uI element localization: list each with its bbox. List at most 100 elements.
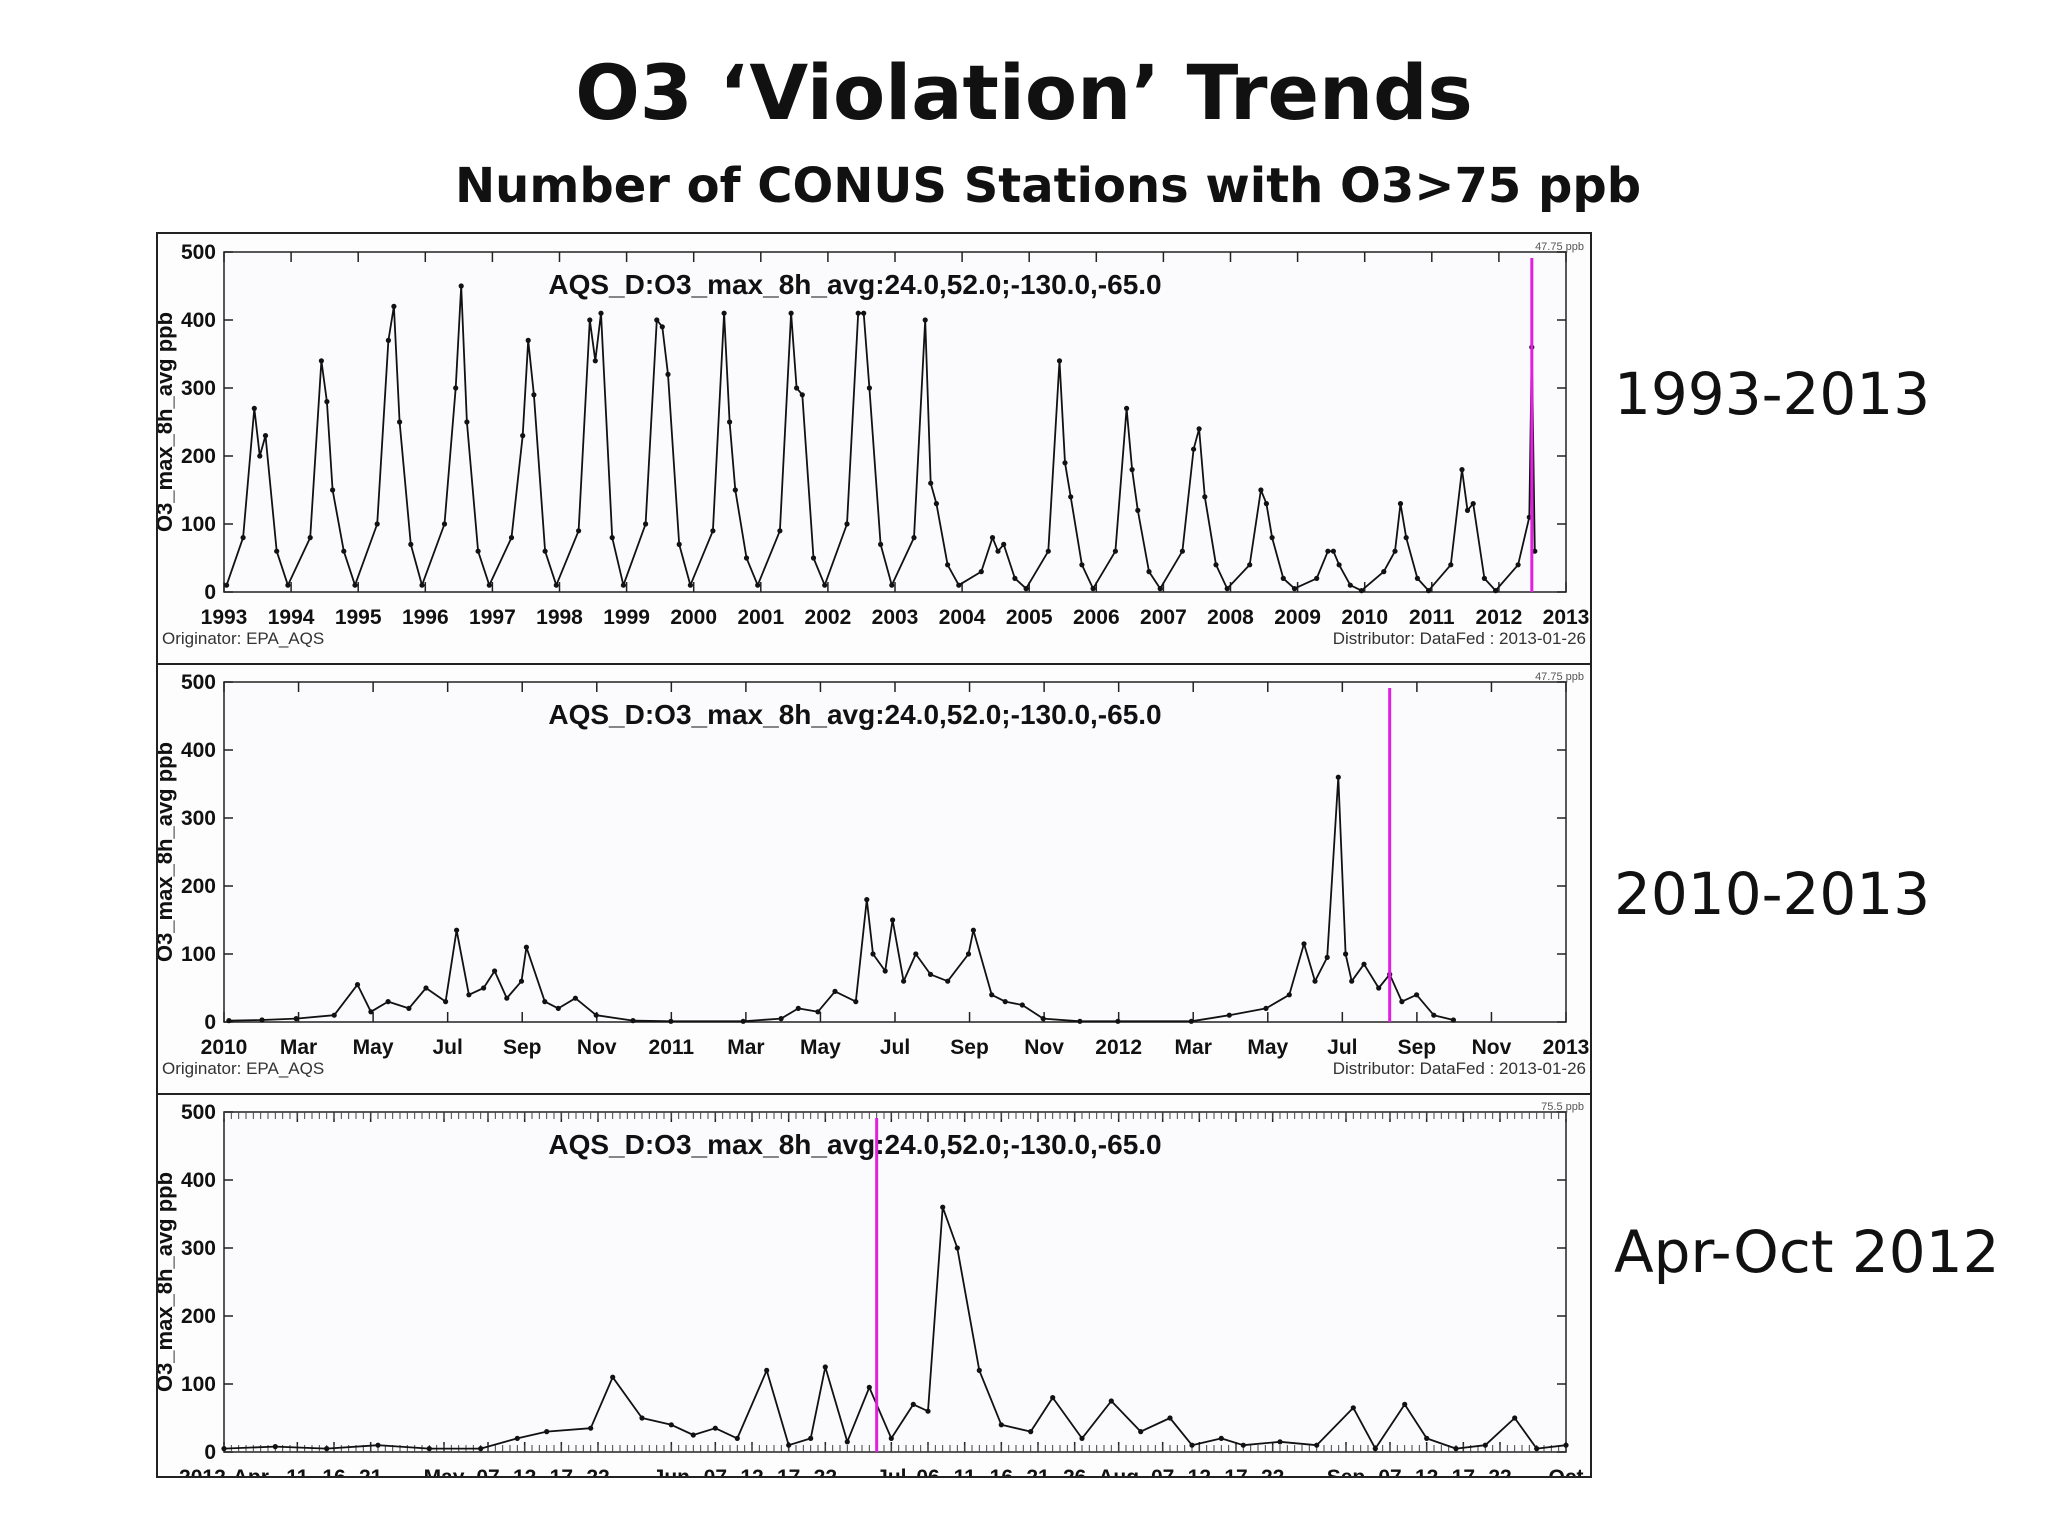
chart-title: AQS_D:O3_max_8h_avg:24.0,52.0;-130.0,-65… bbox=[548, 699, 1161, 730]
data-point bbox=[878, 541, 884, 547]
x-tick-label: Nov bbox=[1024, 1036, 1064, 1059]
data-point bbox=[1399, 999, 1405, 1005]
data-point bbox=[426, 1446, 432, 1452]
data-point bbox=[989, 992, 995, 998]
data-point bbox=[743, 555, 750, 561]
data-point bbox=[855, 310, 861, 316]
data-point bbox=[226, 1018, 232, 1024]
distributor-label: Distributor: DataFed : 2013-01-26 bbox=[1333, 629, 1586, 648]
x-tick-label: 22 bbox=[1488, 1466, 1511, 1476]
data-point bbox=[866, 385, 873, 391]
data-point bbox=[1335, 774, 1341, 780]
data-point bbox=[922, 317, 928, 323]
data-point bbox=[1481, 575, 1487, 581]
data-point bbox=[1286, 992, 1292, 998]
data-point bbox=[1414, 575, 1420, 581]
data-point bbox=[978, 569, 984, 575]
x-tick-label: 2013 bbox=[1543, 606, 1590, 629]
data-point bbox=[786, 1442, 792, 1448]
data-point bbox=[1280, 575, 1286, 581]
x-tick-label: 1999 bbox=[603, 606, 650, 629]
series-line bbox=[223, 1206, 1567, 1450]
x-tick-label: Jul bbox=[876, 1466, 906, 1476]
corner-label: 75.5 ppb bbox=[1541, 1101, 1584, 1113]
data-point bbox=[1138, 1429, 1144, 1435]
x-tick-label: 11 bbox=[286, 1466, 309, 1476]
data-point bbox=[1167, 1415, 1173, 1421]
data-point bbox=[1347, 582, 1353, 588]
data-point bbox=[815, 1009, 821, 1015]
data-point bbox=[1277, 1439, 1283, 1445]
data-point bbox=[659, 324, 665, 330]
data-point bbox=[354, 982, 361, 988]
data-point bbox=[593, 1012, 599, 1018]
data-point bbox=[1493, 588, 1499, 594]
corner-label: 47.75 ppb bbox=[1535, 671, 1584, 683]
y-tick-label: 400 bbox=[181, 309, 216, 332]
series-line bbox=[228, 776, 1454, 1023]
y-tick-label: 500 bbox=[181, 241, 216, 264]
y-tick-label: 500 bbox=[181, 1101, 216, 1124]
data-point bbox=[1068, 494, 1074, 500]
data-point bbox=[1079, 1435, 1085, 1441]
data-point bbox=[1224, 586, 1230, 592]
x-tick-label: 2002 bbox=[805, 606, 852, 629]
y-tick-label: 500 bbox=[181, 671, 216, 694]
data-point bbox=[795, 1005, 801, 1012]
data-point bbox=[910, 1401, 916, 1407]
data-point bbox=[486, 582, 492, 588]
data-point bbox=[523, 944, 529, 950]
data-point bbox=[732, 487, 738, 493]
data-point bbox=[764, 1367, 770, 1373]
data-point bbox=[542, 999, 548, 1005]
data-point bbox=[458, 283, 464, 289]
data-point bbox=[324, 1446, 330, 1452]
x-tick-label: Mar bbox=[1175, 1036, 1212, 1059]
data-point bbox=[385, 337, 391, 343]
data-point bbox=[901, 978, 907, 984]
data-point bbox=[1376, 985, 1382, 991]
data-point bbox=[925, 1408, 931, 1414]
y-axis-label: O3_max_8h_avg ppb bbox=[158, 1172, 177, 1392]
data-point bbox=[1001, 541, 1007, 547]
data-point bbox=[1450, 1017, 1456, 1023]
data-point bbox=[1343, 951, 1349, 957]
y-tick-label: 0 bbox=[204, 1011, 216, 1034]
data-point bbox=[687, 582, 694, 588]
data-point bbox=[853, 999, 859, 1005]
x-tick-label: 17 bbox=[550, 1466, 573, 1476]
data-point bbox=[1028, 1429, 1034, 1435]
data-point bbox=[1019, 1002, 1025, 1008]
data-point bbox=[1218, 1435, 1224, 1441]
data-point bbox=[889, 582, 895, 588]
x-tick-label: Sep bbox=[1398, 1036, 1437, 1059]
data-point bbox=[352, 582, 358, 588]
data-point bbox=[970, 927, 977, 933]
data-point bbox=[1403, 535, 1409, 541]
x-tick-label: 2005 bbox=[1006, 606, 1053, 629]
x-tick-label: Oct bbox=[1548, 1466, 1583, 1476]
data-point bbox=[643, 521, 649, 527]
y-tick-label: 100 bbox=[181, 1373, 216, 1396]
data-point bbox=[224, 582, 230, 588]
x-tick-label: 07 bbox=[1378, 1466, 1401, 1476]
data-point bbox=[1188, 1018, 1194, 1024]
data-point bbox=[1202, 494, 1208, 500]
data-point bbox=[639, 1415, 645, 1421]
data-point bbox=[240, 535, 246, 541]
side-label-3: Apr-Oct 2012 bbox=[1614, 1218, 2000, 1286]
data-point bbox=[740, 1018, 746, 1024]
data-point bbox=[1324, 954, 1330, 961]
y-tick-label: 300 bbox=[181, 1237, 216, 1260]
data-point bbox=[1115, 1018, 1121, 1024]
x-tick-label: 1998 bbox=[536, 606, 583, 629]
x-tick-label: 1996 bbox=[402, 606, 449, 629]
y-tick-label: 100 bbox=[181, 513, 216, 536]
data-point bbox=[1247, 562, 1253, 568]
data-point bbox=[610, 1374, 616, 1380]
data-point bbox=[375, 1442, 381, 1448]
data-point bbox=[1012, 575, 1018, 581]
data-point bbox=[844, 521, 850, 527]
data-point bbox=[1336, 562, 1342, 568]
data-point bbox=[464, 419, 470, 425]
